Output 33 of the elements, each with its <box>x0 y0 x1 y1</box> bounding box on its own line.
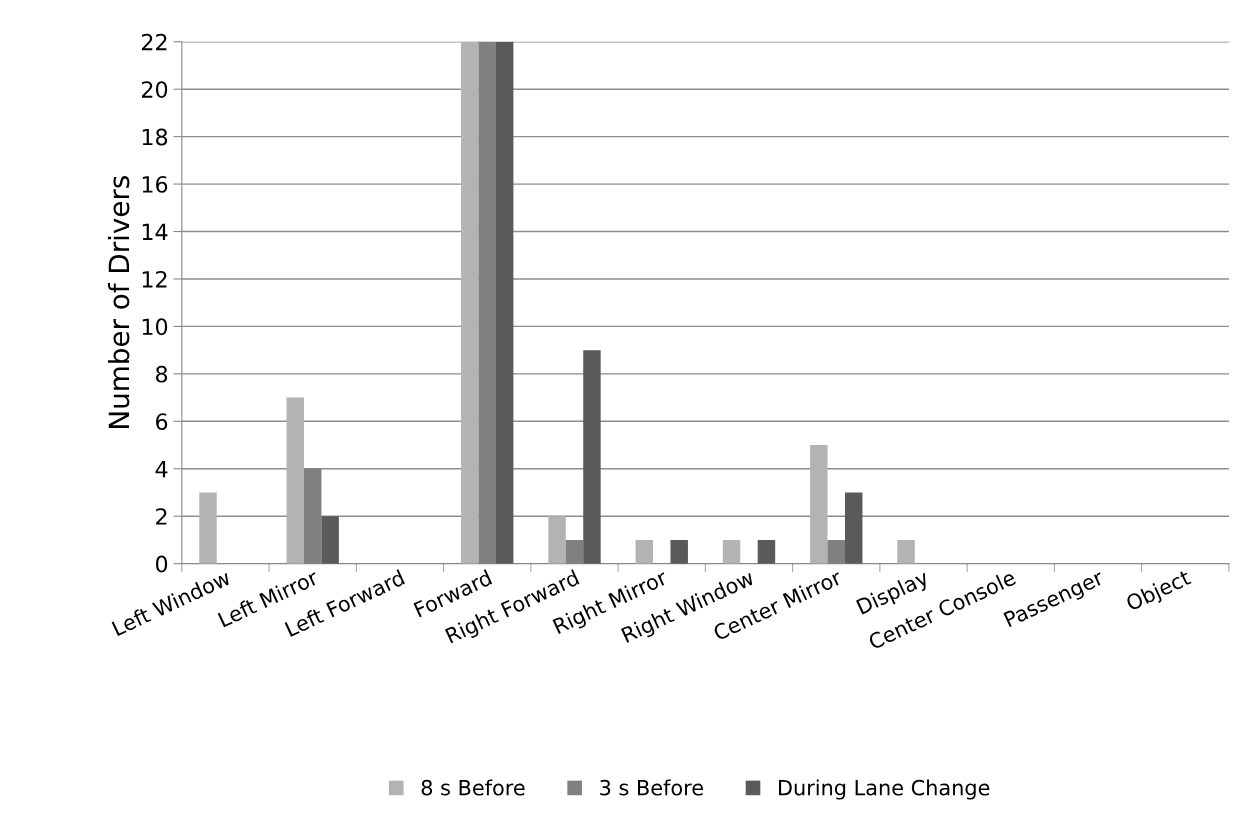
y-tick-label: 2 <box>156 508 167 525</box>
bar <box>757 539 776 564</box>
bar <box>827 539 845 564</box>
bar <box>844 492 863 564</box>
bar <box>478 41 496 564</box>
bar <box>583 350 601 564</box>
y-tick-label: 12 <box>142 270 167 288</box>
legend-label: 8 s Before <box>421 779 525 796</box>
y-tick-label: 16 <box>142 176 168 193</box>
bar <box>321 516 339 564</box>
bar <box>565 539 584 564</box>
y-tick-label: 22 <box>141 33 167 51</box>
bar <box>199 492 217 564</box>
y-tick-label: 8 <box>156 365 168 383</box>
y-tick-label: 0 <box>155 555 168 573</box>
y-axis-title: Number of Drivers <box>107 176 130 428</box>
y-tick-label: 20 <box>141 81 168 98</box>
bar <box>897 539 915 564</box>
bar <box>722 539 741 564</box>
y-tick-label: 14 <box>142 223 168 240</box>
y-tick-label: 6 <box>156 413 168 431</box>
bar <box>495 41 514 564</box>
bar <box>286 397 304 564</box>
bar <box>670 539 688 564</box>
legend-label: During Lane Change <box>779 779 990 800</box>
bar <box>461 41 479 564</box>
legend-label: 3 s Before <box>600 779 703 796</box>
bar <box>635 539 654 564</box>
y-tick-label: 4 <box>155 460 168 478</box>
y-tick-label: 18 <box>142 128 168 146</box>
bar <box>548 516 566 564</box>
y-tick-label: 10 <box>142 318 168 336</box>
bar <box>810 445 828 564</box>
